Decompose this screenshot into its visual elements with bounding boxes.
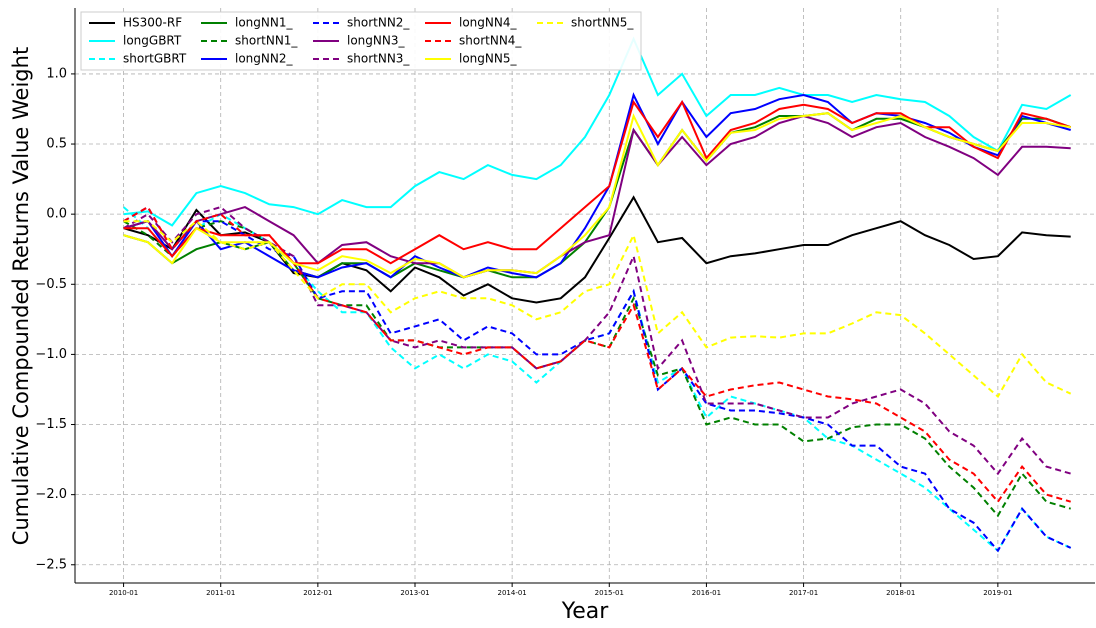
legend-label: longNN1_: [235, 16, 293, 30]
series-line: [123, 92, 1071, 279]
legend-label: shortNN1_: [235, 34, 298, 48]
x-tick-label: 2013-01: [400, 589, 429, 597]
series-line: [123, 205, 1072, 553]
x-tick-label: 2010-01: [109, 589, 138, 597]
y-tick-label: −1.5: [35, 417, 67, 432]
series-line: [123, 205, 1071, 476]
legend-label: shortGBRT: [123, 52, 187, 66]
series-line: [122, 206, 1072, 553]
y-tick-label: 1.0: [46, 66, 67, 81]
legend-label: longNN3_: [347, 34, 405, 48]
series-line: [123, 114, 1071, 279]
x-tick-label: 2019-01: [983, 589, 1012, 597]
y-tick-label: 0.5: [46, 137, 67, 152]
legend-label: shortNN3_: [347, 52, 410, 66]
legend-label: longNN5_: [459, 52, 517, 66]
x-tick-label: 2015-01: [595, 589, 624, 597]
legend-label: shortNN2_: [347, 16, 410, 30]
series-line: [123, 112, 1072, 279]
legend-label: shortNN4_: [459, 34, 522, 48]
series-line: [123, 195, 1071, 304]
y-tick-label: 0.0: [46, 207, 67, 222]
series-line: [123, 220, 1071, 518]
series-line: [123, 205, 1071, 504]
series-line: [123, 219, 1072, 399]
y-tick-label: −2.0: [35, 487, 67, 502]
legend-label: longNN2_: [235, 52, 293, 66]
y-axis-label: Cumulative Compounded Returns Value Weig…: [9, 47, 33, 545]
x-tick-label: 2017-01: [789, 589, 818, 597]
x-axis-label: Year: [561, 599, 610, 624]
legend-label: HS300-RF: [123, 16, 182, 30]
legend-label: longGBRT: [123, 34, 182, 48]
y-tick-label: −1.0: [35, 347, 67, 362]
x-tick-label: 2016-01: [692, 589, 721, 597]
y-tick-label: −0.5: [35, 277, 67, 292]
series-line: [123, 112, 1071, 279]
y-tick-label: −2.5: [35, 557, 67, 572]
x-tick-label: 2018-01: [886, 589, 915, 597]
series-line: [123, 36, 1072, 227]
x-tick-label: 2014-01: [498, 589, 527, 597]
x-tick-label: 2011-01: [206, 589, 235, 597]
legend-label: longNN4_: [459, 16, 517, 30]
x-tick-label: 2012-01: [303, 589, 332, 597]
legend-box: [80, 11, 642, 71]
legend-label: shortNN5_: [571, 16, 634, 30]
